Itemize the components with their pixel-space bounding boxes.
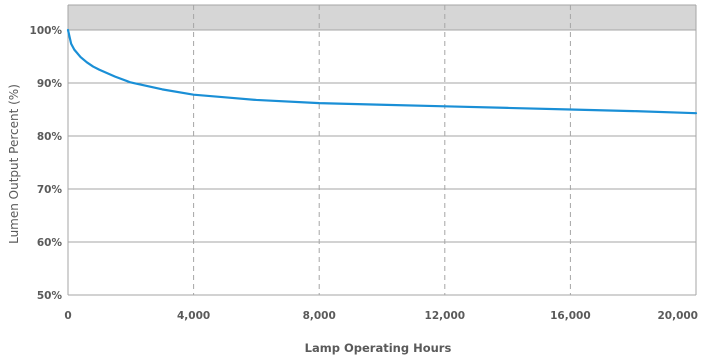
y-tick-label: 70% [37,184,63,196]
x-axis-title: Lamp Operating Hours [305,341,452,355]
x-tick-label: 20,000 [657,310,698,322]
x-tick-label: 16,000 [550,310,591,322]
y-tick-label: 50% [37,290,63,302]
y-tick-label: 60% [37,237,63,249]
lumen-output-line [66,28,698,115]
x-tick-label: 4,000 [177,310,210,322]
x-tick-label: 12,000 [425,310,466,322]
y-tick-label: 90% [37,78,63,90]
y-tick-label: 100% [30,25,63,37]
y-tick-label: 80% [37,131,63,143]
y-axis-title: Lumen Output Percent (%) [7,84,21,244]
top-band [68,5,696,30]
x-tick-label: 8,000 [303,310,336,322]
x-tick-label: 0 [64,310,71,322]
